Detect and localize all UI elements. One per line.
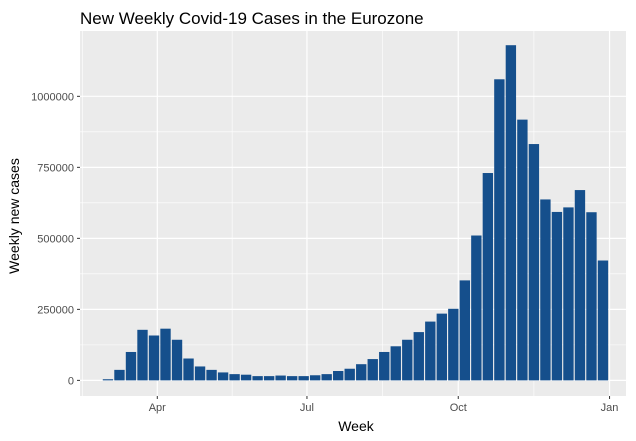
bars xyxy=(102,45,609,381)
bar xyxy=(390,346,401,381)
chart-title: New Weekly Covid-19 Cases in the Eurozon… xyxy=(80,9,424,28)
bar xyxy=(217,372,229,381)
bar xyxy=(263,376,275,381)
bar xyxy=(494,79,505,381)
y-tick-label: 500000 xyxy=(37,233,74,245)
bar xyxy=(356,364,367,381)
bar xyxy=(425,321,436,381)
bar xyxy=(160,328,171,381)
x-axis-label: Week xyxy=(338,418,375,434)
bar xyxy=(137,329,148,381)
bar xyxy=(321,374,332,381)
bar xyxy=(597,260,609,381)
bar xyxy=(459,280,471,381)
bar xyxy=(275,375,286,381)
bar xyxy=(309,375,321,381)
bar xyxy=(171,339,183,381)
bar xyxy=(229,374,240,381)
y-axis-label: Weekly new cases xyxy=(6,158,22,274)
y-tick-label: 0 xyxy=(68,375,74,387)
bar xyxy=(240,374,252,381)
bar xyxy=(379,351,390,381)
y-tick-label: 250000 xyxy=(37,304,74,316)
bar xyxy=(551,211,563,381)
x-axis: Apr Jul Oct Jan xyxy=(149,396,619,414)
bar xyxy=(114,369,125,381)
bar xyxy=(471,235,482,381)
bar xyxy=(574,190,586,381)
y-tick-label: 1000000 xyxy=(31,91,74,103)
y-axis: 0 250000 500000 750000 1000000 xyxy=(31,91,80,387)
x-tick-label: Apr xyxy=(149,402,166,414)
bar xyxy=(402,339,413,381)
bar xyxy=(252,376,263,381)
bar xyxy=(517,119,528,381)
y-tick-label: 750000 xyxy=(37,162,74,174)
bar xyxy=(367,359,378,381)
bar xyxy=(183,358,194,381)
bar xyxy=(298,376,309,381)
bar xyxy=(148,335,160,381)
bar xyxy=(413,332,424,381)
bar xyxy=(436,313,447,381)
bar xyxy=(333,371,344,381)
bar xyxy=(528,144,540,381)
bar xyxy=(344,368,355,381)
bar xyxy=(448,308,459,381)
bar xyxy=(563,207,574,381)
bar xyxy=(482,173,494,381)
bar xyxy=(102,379,114,381)
bar xyxy=(206,369,217,381)
bar xyxy=(286,376,298,381)
x-tick-label: Jul xyxy=(300,402,314,414)
bar xyxy=(505,45,517,381)
x-tick-label: Oct xyxy=(450,402,467,414)
bar xyxy=(586,212,597,381)
bar xyxy=(125,351,137,381)
bar xyxy=(194,366,206,381)
bar xyxy=(540,199,551,381)
x-tick-label: Jan xyxy=(601,402,619,414)
